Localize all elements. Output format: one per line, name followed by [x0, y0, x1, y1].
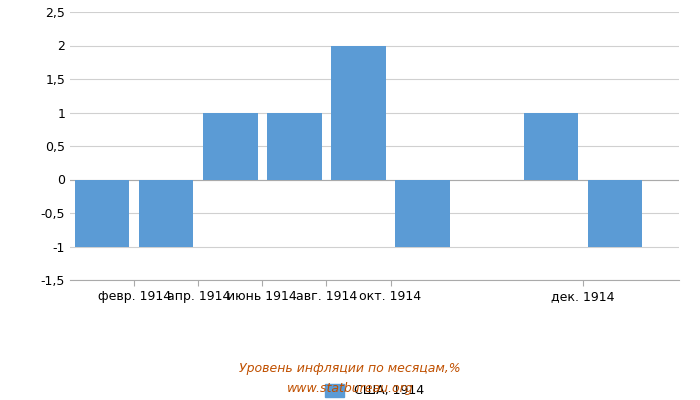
Text: Уровень инфляции по месяцам,%: Уровень инфляции по месяцам,%	[239, 362, 461, 375]
Bar	[524, 112, 578, 180]
Bar	[75, 180, 130, 246]
Bar	[203, 112, 258, 180]
Bar	[587, 180, 642, 246]
Bar	[139, 180, 193, 246]
Bar	[331, 46, 386, 180]
Bar	[395, 180, 450, 246]
Bar	[267, 112, 321, 180]
Legend: США, 1914: США, 1914	[320, 379, 429, 400]
Text: www.statbureau.org: www.statbureau.org	[287, 382, 413, 395]
